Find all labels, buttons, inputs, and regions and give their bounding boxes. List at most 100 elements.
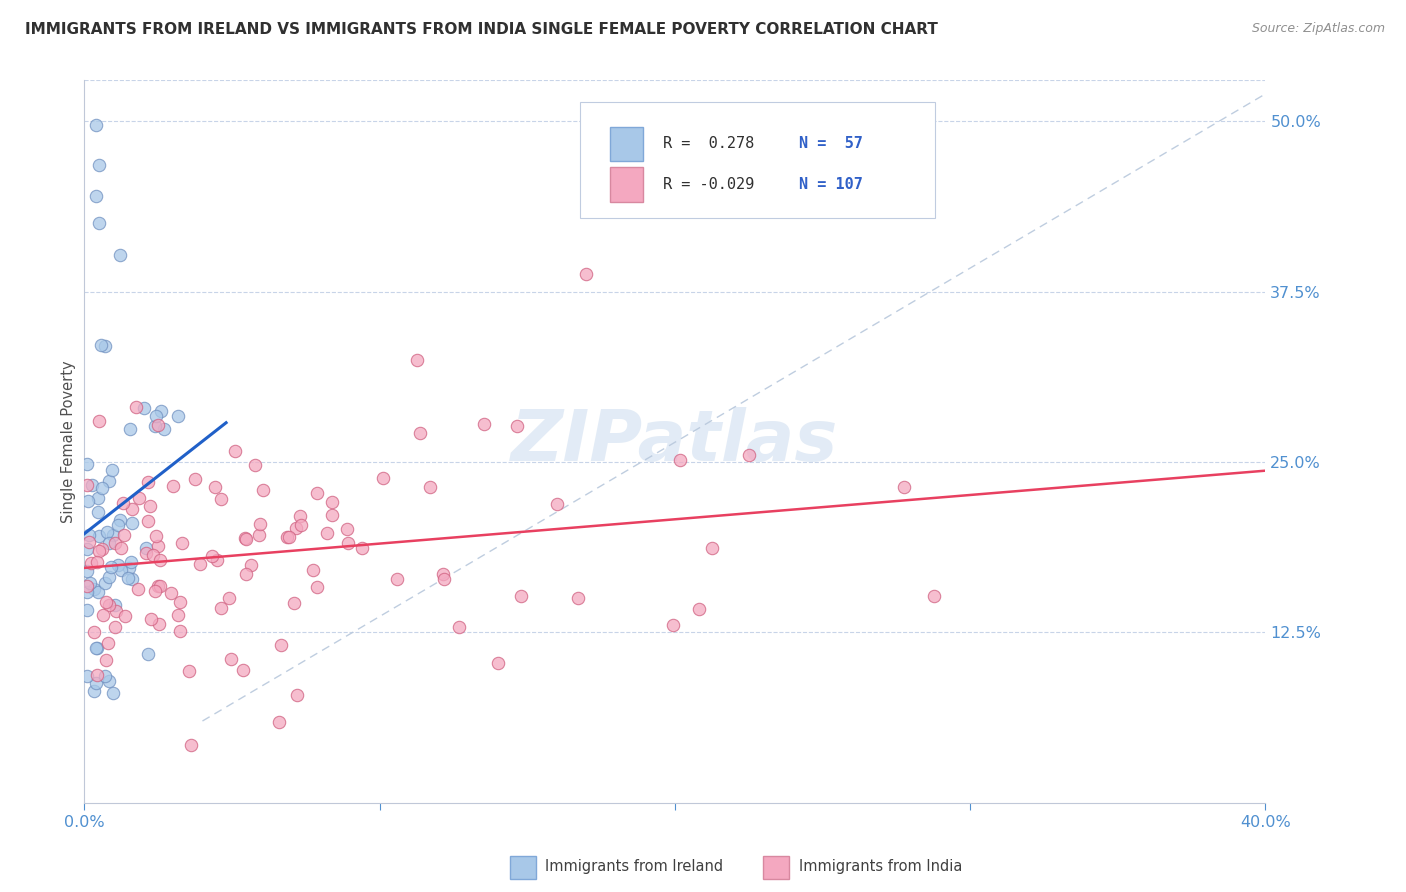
FancyBboxPatch shape <box>610 167 643 202</box>
Point <box>219 652 242 666</box>
Point <box>336 536 359 550</box>
Point <box>96 652 118 666</box>
Point <box>546 497 568 511</box>
Point <box>288 509 311 524</box>
Point <box>118 561 141 575</box>
Point <box>76 478 98 492</box>
Point <box>188 557 211 571</box>
Point <box>98 535 121 549</box>
Point <box>135 546 157 560</box>
Point <box>239 558 262 573</box>
Point <box>893 480 915 494</box>
Point <box>114 608 136 623</box>
Point <box>235 566 257 581</box>
Point <box>278 530 301 544</box>
Point <box>136 514 159 528</box>
Point <box>167 607 190 622</box>
Point <box>350 541 373 556</box>
Y-axis label: Single Female Poverty: Single Female Poverty <box>60 360 76 523</box>
Text: Source: ZipAtlas.com: Source: ZipAtlas.com <box>1251 22 1385 36</box>
Point <box>449 620 471 634</box>
Point <box>153 422 176 436</box>
Point <box>371 471 394 485</box>
Point <box>107 558 129 573</box>
Point <box>121 516 143 531</box>
Point <box>76 494 98 508</box>
Point <box>267 714 290 729</box>
Point <box>80 478 103 492</box>
Point <box>162 479 184 493</box>
Point <box>112 496 135 510</box>
Point <box>121 572 143 586</box>
Point <box>285 521 308 535</box>
Point <box>922 589 945 603</box>
Text: ZIPatlas: ZIPatlas <box>512 407 838 476</box>
Point <box>143 419 166 434</box>
Point <box>139 612 162 626</box>
Point <box>232 663 254 677</box>
Point <box>84 640 107 655</box>
Point <box>169 624 191 639</box>
Point <box>107 517 129 532</box>
Point <box>128 491 150 505</box>
Point <box>139 499 162 513</box>
Point <box>224 444 246 458</box>
Text: N =  57: N = 57 <box>799 136 863 152</box>
Point <box>87 505 110 519</box>
Point <box>86 555 108 569</box>
Point <box>91 608 114 623</box>
Point <box>738 448 761 462</box>
Point <box>112 527 135 541</box>
Point <box>321 495 343 509</box>
Point <box>121 501 143 516</box>
Point <box>110 248 132 262</box>
Point <box>184 472 207 486</box>
Point <box>432 567 454 582</box>
Point <box>406 353 429 368</box>
Point <box>170 535 193 549</box>
Point <box>567 591 589 605</box>
Point <box>148 617 170 632</box>
Point <box>77 527 100 541</box>
Point <box>96 524 118 539</box>
Point <box>76 603 98 617</box>
Point <box>84 676 107 690</box>
FancyBboxPatch shape <box>763 855 789 879</box>
Point <box>91 541 114 556</box>
Point <box>83 624 105 639</box>
Point <box>101 463 124 477</box>
Point <box>305 485 328 500</box>
Point <box>700 541 723 555</box>
Point <box>104 598 127 612</box>
Point <box>146 418 169 433</box>
Point <box>97 673 120 688</box>
Point <box>688 602 710 616</box>
Point <box>87 216 111 230</box>
Point <box>104 536 127 550</box>
Point <box>76 578 98 592</box>
Point <box>433 572 456 586</box>
Point <box>149 403 172 417</box>
Point <box>86 641 108 656</box>
Point <box>89 528 111 542</box>
Text: Immigrants from Ireland: Immigrants from Ireland <box>546 859 723 874</box>
Point <box>105 604 128 618</box>
Point <box>218 591 240 605</box>
Point <box>201 549 224 564</box>
Point <box>76 669 98 683</box>
Point <box>97 474 120 488</box>
Point <box>575 267 598 281</box>
Point <box>79 535 101 549</box>
Point <box>87 158 111 172</box>
FancyBboxPatch shape <box>509 855 536 879</box>
Text: R = -0.029: R = -0.029 <box>664 177 755 192</box>
Point <box>76 458 98 472</box>
Point <box>316 526 339 541</box>
Point <box>169 595 191 609</box>
Point <box>76 564 98 578</box>
Text: R =  0.278: R = 0.278 <box>664 136 755 152</box>
FancyBboxPatch shape <box>610 127 643 161</box>
Point <box>472 417 495 431</box>
Point <box>419 480 441 494</box>
Point <box>488 656 510 670</box>
